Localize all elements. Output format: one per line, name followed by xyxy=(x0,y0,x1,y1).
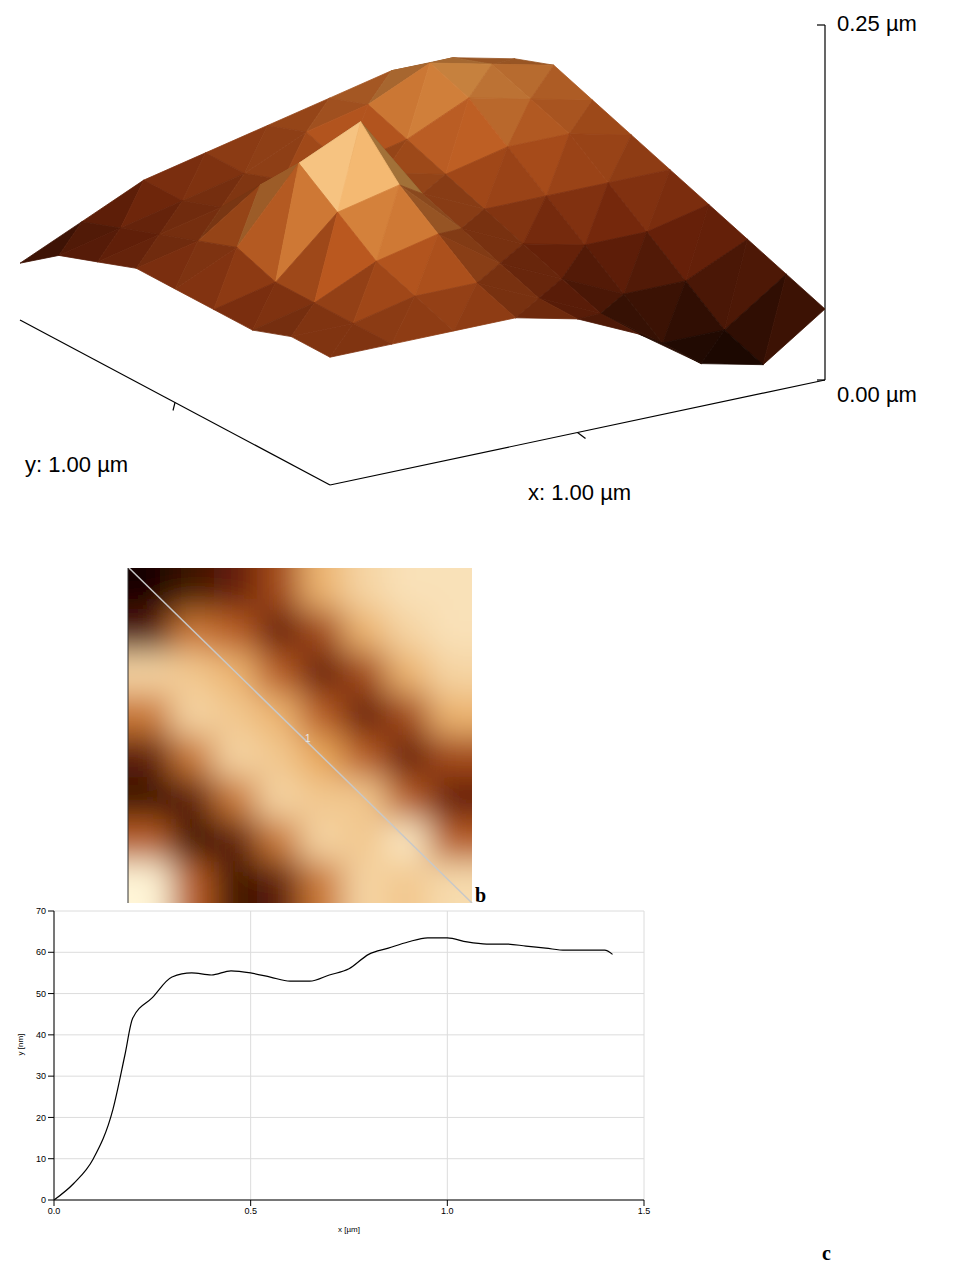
svg-text:1.0: 1.0 xyxy=(441,1206,454,1216)
svg-text:20: 20 xyxy=(36,1113,46,1123)
svg-text:1.5: 1.5 xyxy=(638,1206,651,1216)
svg-text:70: 70 xyxy=(36,906,46,916)
svg-text:10: 10 xyxy=(36,1154,46,1164)
svg-text:0: 0 xyxy=(41,1195,46,1205)
svg-text:50: 50 xyxy=(36,989,46,999)
svg-text:0.5: 0.5 xyxy=(244,1206,257,1216)
svg-text:1: 1 xyxy=(305,733,311,744)
svg-text:y [nm]: y [nm] xyxy=(16,1034,25,1056)
svg-text:0.25 µm: 0.25 µm xyxy=(837,11,917,36)
svg-text:y: 1.00 µm: y: 1.00 µm xyxy=(25,452,128,477)
svg-text:0.0: 0.0 xyxy=(48,1206,61,1216)
svg-text:x: 1.00 µm: x: 1.00 µm xyxy=(528,480,631,505)
svg-text:x [µm]: x [µm] xyxy=(338,1225,360,1234)
svg-text:60: 60 xyxy=(36,947,46,957)
svg-text:40: 40 xyxy=(36,1030,46,1040)
html-text:c: c xyxy=(822,1242,831,1264)
svg-text:30: 30 xyxy=(36,1071,46,1081)
svg-text:0.00 µm: 0.00 µm xyxy=(837,382,917,407)
html-text:b: b xyxy=(475,884,487,906)
